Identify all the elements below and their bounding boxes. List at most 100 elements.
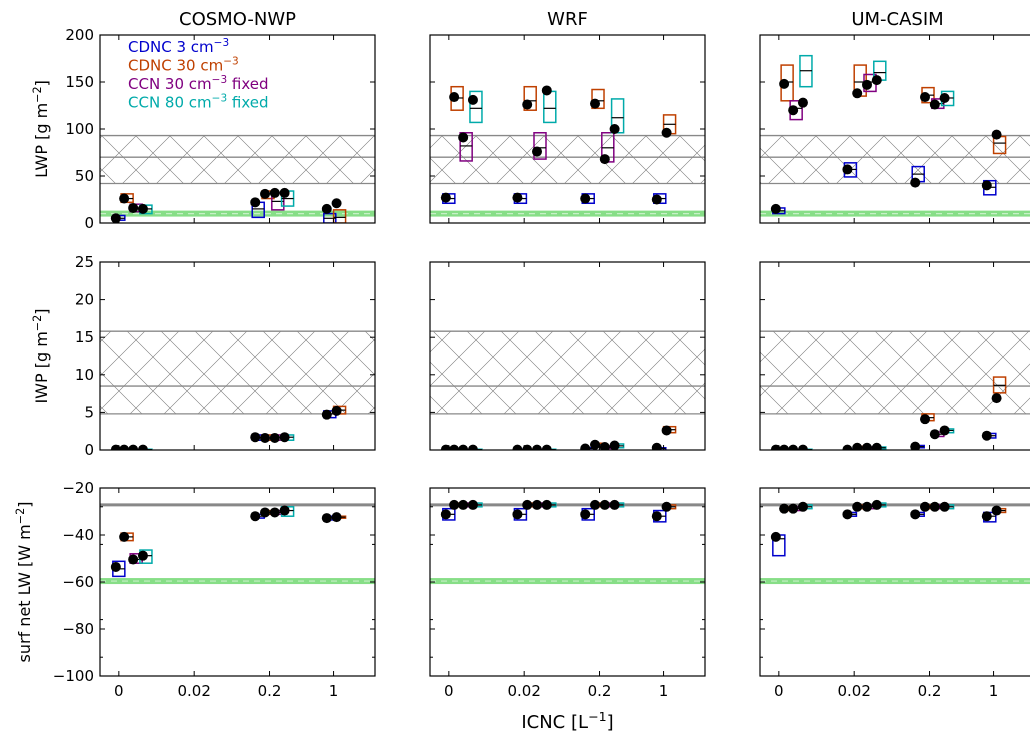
mean-dot xyxy=(770,444,781,450)
panel-frame xyxy=(99,261,376,451)
mean-dot xyxy=(929,99,940,110)
mean-dot xyxy=(929,501,940,512)
mean-dot xyxy=(449,444,460,450)
mean-dot xyxy=(609,440,620,450)
mean-dot xyxy=(788,444,799,450)
panel-2-1: 0 0.02 0.2 1 xyxy=(429,487,706,700)
mean-dot xyxy=(137,444,148,450)
mean-dot xyxy=(939,92,950,103)
panel-frame xyxy=(429,261,706,451)
mean-dot xyxy=(449,499,460,510)
panel-2-2: 0 0.02 0.2 1 xyxy=(759,487,1030,700)
y-tick-label: −20 xyxy=(62,479,94,497)
mean-dot xyxy=(331,405,342,416)
x-tick-label: 0.02 xyxy=(507,682,540,700)
mean-dot xyxy=(590,439,601,450)
mean-dot xyxy=(939,425,950,436)
obs-range-hatch xyxy=(100,135,375,184)
x-tick-label: 1 xyxy=(659,682,669,700)
mean-dot xyxy=(321,513,332,524)
mean-dot xyxy=(609,124,620,134)
mean-dot xyxy=(128,202,139,213)
mean-dot xyxy=(512,509,523,520)
plot-area xyxy=(430,330,705,450)
mean-dot xyxy=(871,442,882,450)
mean-dot xyxy=(599,499,610,510)
mean-dot xyxy=(590,499,601,510)
y-tick-label: 0 xyxy=(84,214,94,232)
mean-dot xyxy=(331,198,342,209)
mean-dot xyxy=(797,501,808,512)
mean-dot xyxy=(580,509,591,520)
obs-range-hatch xyxy=(100,331,375,414)
mean-dot xyxy=(991,393,1002,404)
panel-2-0: −100 −80 −60 −40 −20 0 0.02 0.2 1 xyxy=(53,479,376,700)
mean-dot xyxy=(981,511,992,522)
y-tick-label: 5 xyxy=(84,403,94,421)
mean-dot xyxy=(458,132,469,143)
plot-area xyxy=(760,499,1030,585)
mean-dot xyxy=(651,194,662,205)
mean-dot xyxy=(522,499,533,510)
mean-dot xyxy=(862,501,872,512)
mean-dot xyxy=(119,193,130,204)
x-tick-label: 0.2 xyxy=(918,682,942,700)
mean-dot xyxy=(137,550,148,561)
y-tick-label: 100 xyxy=(65,120,94,138)
x-tick-label: 0 xyxy=(114,682,124,700)
panel-1-0: 0 5 10 15 20 25 xyxy=(75,253,376,459)
plot-area xyxy=(430,499,705,585)
mean-dot xyxy=(532,499,542,510)
plot-area xyxy=(430,85,705,217)
x-tick-label: 0 xyxy=(444,682,454,700)
mean-dot xyxy=(279,187,290,198)
mean-dot xyxy=(440,509,451,520)
mean-dot xyxy=(991,505,1002,516)
panel-0-1 xyxy=(429,34,706,224)
y-axis-label: LWP [g m−2] xyxy=(31,80,52,178)
y-tick-label: 20 xyxy=(75,291,94,309)
mean-dot xyxy=(522,99,533,110)
mean-dot xyxy=(580,193,591,204)
mean-dot xyxy=(260,188,271,199)
mean-dot xyxy=(609,499,620,510)
range-box-ccn80 xyxy=(469,90,483,124)
mean-dot xyxy=(929,429,940,440)
mean-dot xyxy=(269,187,280,198)
mean-dot xyxy=(910,441,921,450)
y-tick-label: 150 xyxy=(65,73,94,91)
mean-dot xyxy=(852,442,863,450)
mean-dot xyxy=(260,507,271,518)
column-title: UM-CASIM xyxy=(851,9,943,30)
mean-dot xyxy=(991,129,1002,140)
obs-range-hatch xyxy=(430,331,705,414)
mean-dot xyxy=(440,192,451,203)
mean-dot xyxy=(532,444,542,450)
mean-dot xyxy=(842,444,853,450)
panel-0-2 xyxy=(759,34,1030,224)
x-tick-label: 0.2 xyxy=(588,682,612,700)
mean-dot xyxy=(862,79,872,90)
x-tick-label: 0 xyxy=(774,682,784,700)
mean-dot xyxy=(119,444,130,450)
mean-dot xyxy=(110,561,121,572)
y-tick-label: 10 xyxy=(75,366,94,384)
mean-dot xyxy=(532,146,542,157)
y-axis-label: IWP [g m−2] xyxy=(31,308,52,403)
mean-dot xyxy=(981,180,992,191)
column-title: COSMO-NWP xyxy=(179,9,296,30)
mean-dot xyxy=(467,444,478,450)
mean-dot xyxy=(128,554,139,565)
mean-dot xyxy=(541,499,552,510)
mean-dot xyxy=(580,443,591,450)
obs-range-hatch xyxy=(760,331,1030,414)
mean-dot xyxy=(910,177,921,188)
mean-dot xyxy=(269,432,280,443)
column-title: WRF xyxy=(547,9,588,30)
y-tick-label: −60 xyxy=(62,573,94,591)
legend-entry: CCN 80 cm−3 fixed xyxy=(128,93,269,112)
y-tick-label: 0 xyxy=(84,441,94,459)
y-tick-label: 50 xyxy=(75,167,94,185)
